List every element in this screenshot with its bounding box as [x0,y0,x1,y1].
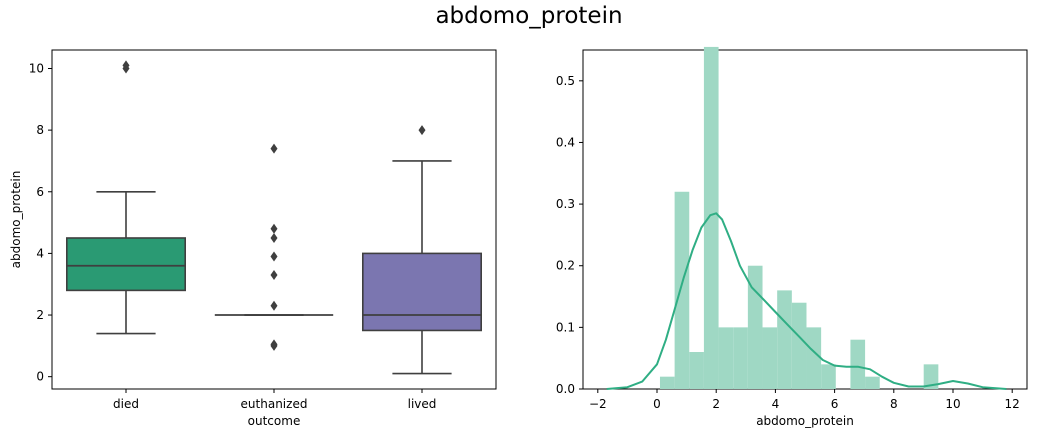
y-tick-label: 2 [36,308,44,322]
y-tick-label: 6 [36,185,44,199]
histogram-bar [762,327,778,389]
plot-frame [51,49,497,390]
x-tick-label: 10 [945,397,960,411]
figure-title: abdomo_protein [435,3,623,29]
histogram-bar [674,191,690,389]
outlier-point [270,300,278,311]
histogram-bar [659,376,675,389]
x-tick-label: 12 [1005,397,1020,411]
x-tick-label: 8 [890,397,898,411]
histogram-bar [703,46,719,389]
x-tick-label: euthanized [241,397,308,411]
x-tick-label: 2 [712,397,720,411]
kde-line [606,212,1007,390]
y-tick-label: 8 [36,123,44,137]
x-tick-label: 6 [831,397,839,411]
x-axis-label: outcome [248,414,301,428]
y-tick-label: 0.4 [556,135,575,149]
y-tick-label: 10 [29,61,44,75]
histogram-bar [865,376,880,389]
box-lived [361,125,482,375]
x-tick-label: 0 [653,397,661,411]
outlier-point [270,269,278,280]
iqr-box [66,237,187,292]
y-tick-label: 0 [36,370,44,384]
y-tick-label: 0.0 [556,382,575,396]
histogram-bar [777,290,792,389]
box-euthanized [214,143,334,351]
iqr-box [361,252,482,332]
y-tick-label: 4 [36,246,44,260]
histogram-chart: −2 0 2 4 6 8 10 12 0.0 0.1 0.2 0.3 0.4 0.5 abdomo_prot… [556,46,1028,428]
histogram-bar [850,339,866,389]
x-tick-label: −2 [589,397,607,411]
x-tick-label: 4 [772,397,780,411]
boxplot-chart: 0 2 4 6 8 10 died euthanized lived outcome abdomo_… [9,49,497,428]
y-tick-label: 0.1 [556,320,575,334]
histogram-bar [791,302,807,389]
histogram-bar [733,327,748,389]
y-tick-label: 0.5 [556,74,575,88]
histogram-bar [747,265,763,389]
outlier-point [270,223,278,234]
outlier-point [122,60,130,71]
histogram-bar [689,352,704,389]
outlier-point [418,125,426,136]
box-died [66,60,187,335]
outlier-point [270,143,278,154]
histogram-bar [718,327,734,389]
outlier-point [270,232,278,243]
histogram-bar [821,364,836,389]
y-tick-label: 0.2 [556,259,575,273]
histogram-bar [806,327,822,389]
x-tick-label: lived [408,397,437,411]
outlier-point [270,339,278,350]
histogram-bar [923,364,939,389]
x-tick-label: died [113,397,139,411]
y-tick-label: 0.3 [556,197,575,211]
outlier-point [270,251,278,262]
y-axis-label: abdomo_protein [9,171,23,269]
x-axis-label: abdomo_protein [756,414,854,428]
